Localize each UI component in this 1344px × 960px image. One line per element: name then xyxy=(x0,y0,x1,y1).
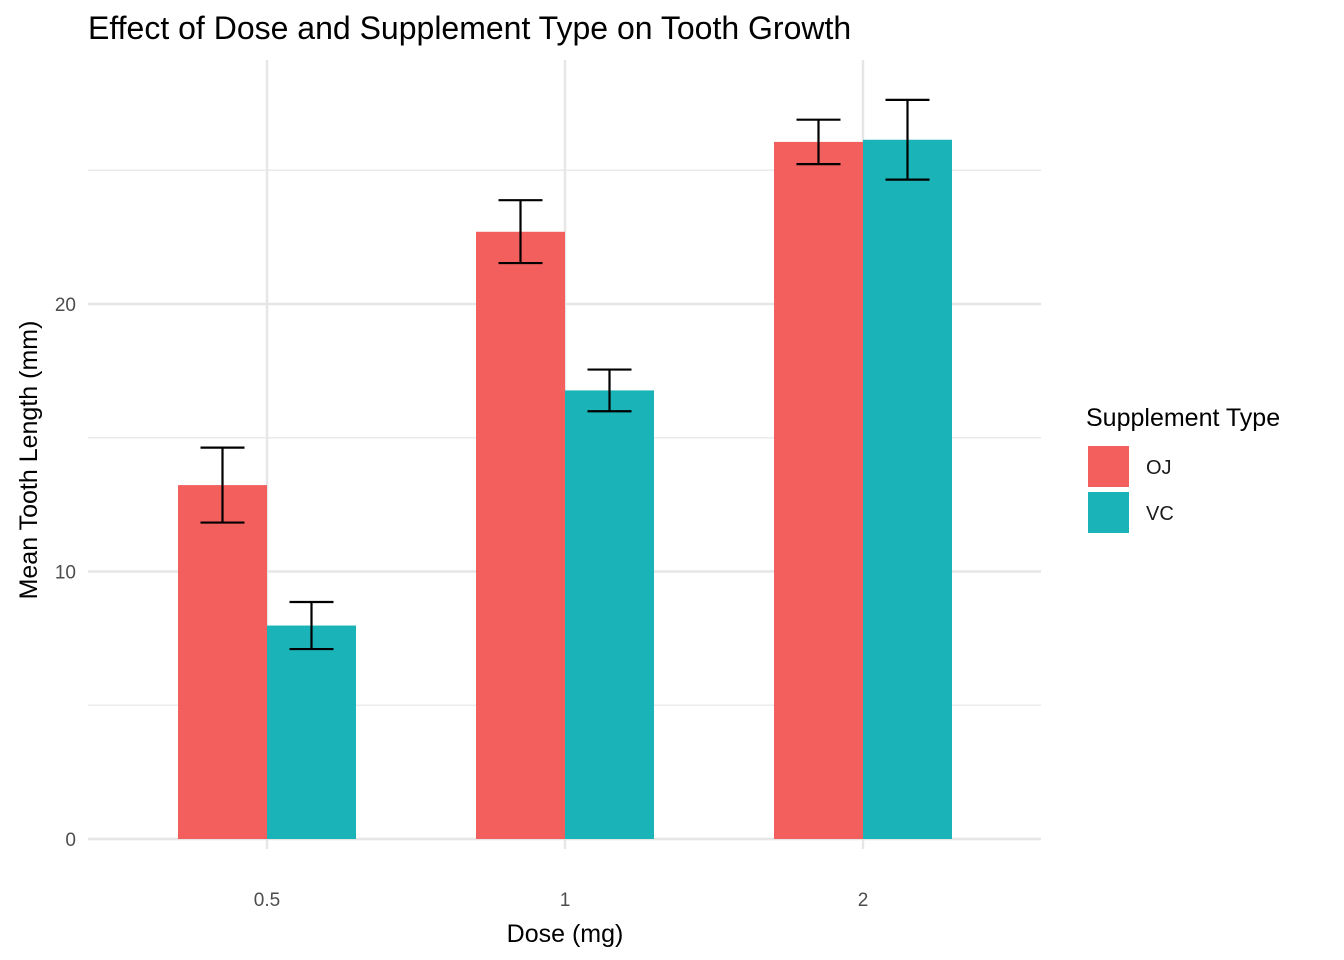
legend-label-vc: VC xyxy=(1146,503,1174,525)
bar-vc-1 xyxy=(565,390,654,839)
x-tick-label: 0.5 xyxy=(254,890,280,911)
legend-title: Supplement Type xyxy=(1086,404,1280,432)
bar-vc-0.5 xyxy=(267,625,356,839)
y-tick-label: 10 xyxy=(55,563,76,584)
legend-item-oj: OJ xyxy=(1088,446,1172,487)
bars xyxy=(178,139,952,839)
error-bar-vc-0.5 xyxy=(289,600,334,651)
x-tick-label: 2 xyxy=(858,890,869,911)
legend-items: OJ VC xyxy=(1088,446,1174,533)
legend-item-vc: VC xyxy=(1088,492,1174,533)
legend-label-oj: OJ xyxy=(1146,457,1172,479)
error-bar-oj-0.5 xyxy=(200,446,245,524)
x-axis-title: Dose (mg) xyxy=(507,920,624,948)
legend: Supplement Type OJ VC xyxy=(1086,404,1280,533)
chart-title: Effect of Dose and Supplement Type on To… xyxy=(88,10,851,46)
y-axis-title: Mean Tooth Length (mm) xyxy=(15,321,43,600)
bar-oj-1 xyxy=(476,231,565,839)
y-tick-label: 20 xyxy=(55,295,76,316)
bar-oj-2 xyxy=(774,141,863,839)
error-bar-vc-1 xyxy=(587,368,632,413)
error-bar-oj-1 xyxy=(498,199,543,265)
bar-oj-0.5 xyxy=(178,485,267,839)
error-bar-oj-2 xyxy=(796,118,841,166)
legend-swatch-vc xyxy=(1088,492,1129,533)
x-tick-label: 1 xyxy=(560,890,571,911)
legend-swatch-oj xyxy=(1088,446,1129,487)
error-bar-vc-2 xyxy=(885,98,930,181)
axes: 0 10 20 0.5 1 2 xyxy=(55,295,868,911)
y-tick-label: 0 xyxy=(65,830,76,851)
error-bars xyxy=(200,98,930,651)
bar-vc-2 xyxy=(863,139,952,839)
